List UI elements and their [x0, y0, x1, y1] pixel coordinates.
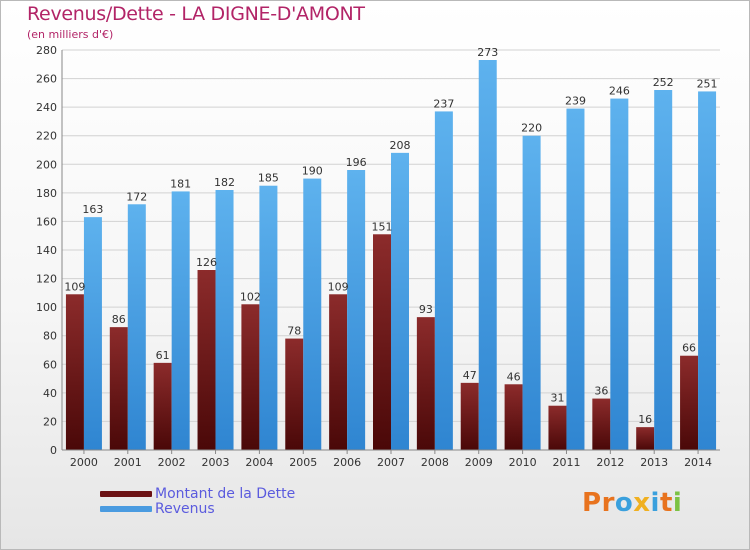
data-label-revenus: 181 — [170, 177, 191, 190]
bar-dette — [548, 405, 567, 450]
data-label-revenus: 252 — [653, 76, 674, 89]
y-tick-label: 40 — [43, 387, 57, 400]
y-tick-label: 60 — [43, 358, 57, 371]
bar-revenus — [566, 108, 585, 451]
y-tick-label: 220 — [36, 130, 57, 143]
y-tick-label: 280 — [36, 44, 57, 57]
bar-dette — [153, 362, 172, 450]
legend-swatch-revenus — [100, 506, 152, 512]
bar-revenus — [654, 90, 673, 450]
data-label-dette: 126 — [196, 256, 217, 269]
data-label-revenus: 246 — [609, 85, 630, 98]
bar-dette — [329, 294, 348, 450]
bar-revenus — [215, 190, 234, 450]
x-tick-label: 2001 — [114, 456, 142, 469]
data-label-dette: 36 — [594, 385, 608, 398]
data-label-dette: 109 — [328, 280, 349, 293]
y-tick-label: 100 — [36, 301, 57, 314]
data-label-revenus: 220 — [521, 122, 542, 135]
data-label-revenus: 196 — [346, 156, 367, 169]
data-label-dette: 16 — [638, 413, 652, 426]
x-tick-label: 2004 — [245, 456, 273, 469]
x-tick-label: 2012 — [596, 456, 624, 469]
data-label-revenus: 239 — [565, 95, 586, 108]
bar-revenus — [259, 185, 278, 450]
data-label-revenus: 237 — [433, 97, 454, 110]
x-tick-label: 2010 — [509, 456, 537, 469]
bar-revenus — [478, 60, 497, 450]
data-label-revenus: 190 — [302, 165, 323, 178]
x-tick-label: 2013 — [640, 456, 668, 469]
data-label-dette: 31 — [550, 392, 564, 405]
y-tick-label: 240 — [36, 101, 57, 114]
bar-dette — [460, 382, 479, 450]
data-label-revenus: 251 — [697, 77, 718, 90]
y-tick-label: 140 — [36, 244, 57, 257]
legend-label-dette: Montant de la Dette — [155, 486, 296, 502]
data-label-dette: 66 — [682, 342, 696, 355]
x-tick-label: 2002 — [158, 456, 186, 469]
x-tick-label: 2007 — [377, 456, 405, 469]
y-tick-label: 180 — [36, 187, 57, 200]
bar-dette — [241, 304, 260, 450]
bar-revenus — [610, 98, 629, 451]
y-tick-label: 200 — [36, 158, 57, 171]
data-label-revenus: 208 — [390, 139, 411, 152]
y-tick-label: 160 — [36, 215, 57, 228]
bar-revenus — [391, 152, 409, 450]
y-tick-label: 120 — [36, 273, 57, 286]
x-tick-label: 2000 — [70, 456, 98, 469]
bar-dette — [109, 327, 128, 450]
bar-dette — [592, 398, 611, 450]
legend-label-revenus: Revenus — [155, 501, 215, 517]
y-tick-label: 20 — [43, 415, 57, 428]
data-label-dette: 78 — [287, 325, 301, 338]
data-label-dette: 93 — [419, 303, 433, 316]
x-tick-label: 2005 — [289, 456, 317, 469]
bar-revenus — [698, 91, 717, 450]
data-label-dette: 102 — [240, 290, 261, 303]
bar-dette — [680, 355, 699, 450]
y-tick-label: 80 — [43, 330, 57, 343]
bar-revenus — [522, 135, 541, 450]
bar-revenus — [171, 191, 190, 450]
x-tick-label: 2003 — [202, 456, 230, 469]
y-tick-label: 260 — [36, 73, 57, 86]
bar-dette — [636, 427, 655, 450]
bar-revenus — [434, 111, 453, 450]
x-tick-label: 2014 — [684, 456, 712, 469]
data-label-revenus: 182 — [214, 176, 235, 189]
data-label-revenus: 273 — [477, 46, 498, 59]
data-label-revenus: 172 — [126, 190, 147, 203]
data-label-dette: 109 — [64, 280, 85, 293]
data-label-revenus: 185 — [258, 172, 279, 185]
bar-dette — [416, 317, 435, 450]
bar-revenus — [83, 217, 102, 450]
bar-dette — [197, 270, 216, 450]
x-tick-label: 2011 — [552, 456, 580, 469]
legend-swatch-dette — [100, 491, 152, 497]
bar-dette — [65, 294, 84, 450]
bar-dette — [504, 384, 523, 450]
chart-subtitle: (en milliers d'€) — [27, 28, 114, 41]
data-label-dette: 86 — [112, 313, 126, 326]
x-tick-label: 2009 — [465, 456, 493, 469]
bar-revenus — [347, 170, 366, 450]
data-label-dette: 61 — [156, 349, 170, 362]
x-tick-label: 2008 — [421, 456, 449, 469]
chart-title: Revenus/Dette - LA DIGNE-D'AMONT — [27, 3, 365, 25]
bar-dette — [373, 234, 391, 450]
bar-dette — [285, 338, 304, 450]
y-tick-label: 0 — [50, 444, 57, 457]
x-tick-label: 2006 — [333, 456, 361, 469]
data-label-dette: 47 — [463, 369, 477, 382]
bar-revenus — [127, 204, 146, 450]
proxiti-logo: Proxiti — [582, 488, 683, 518]
bar-revenus — [303, 178, 322, 451]
data-label-dette: 46 — [507, 370, 521, 383]
data-label-dette: 151 — [372, 220, 393, 233]
data-label-revenus: 163 — [82, 203, 103, 216]
